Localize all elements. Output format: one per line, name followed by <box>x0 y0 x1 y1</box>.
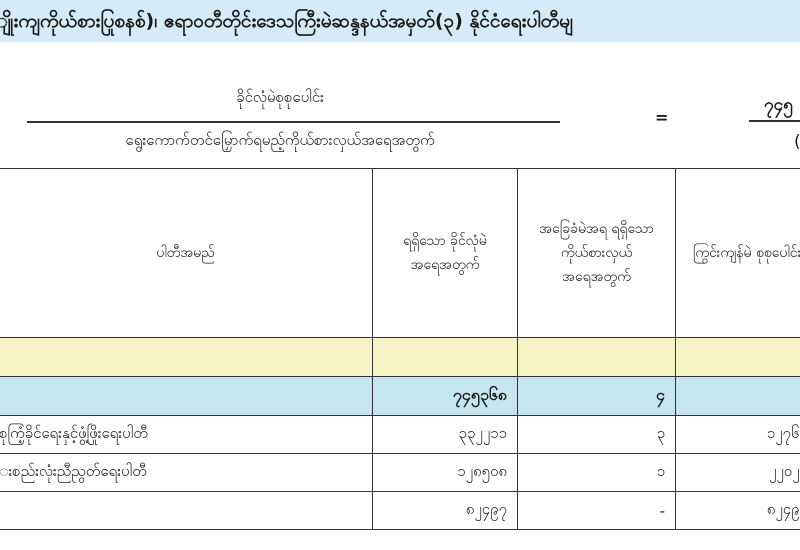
total-remaining <box>675 376 800 416</box>
blank-row <box>0 337 800 377</box>
table-row: ၈၂၄၉၇ - ၈၂၄၉၇ <box>0 491 800 530</box>
party-name: းစည်းလုံးညီညွတ်ရေးပါတီ <box>0 453 373 492</box>
header-seats: အခြေခံမဲအရ ရရှိသော ကိုယ်စားလှယ် အရေအတွက် <box>517 168 676 338</box>
remaining: ၈၂၄၉၇ <box>675 491 800 530</box>
table-row: စုကြံ့ခိုင်ရေးနှင့်ဖွံ့ဖြိုးရေးပါတီ ၃၃၂၂… <box>0 415 800 454</box>
votes: ၃၃၂၂၁၁ <box>372 415 518 454</box>
formula-denominator: ရွေးကောက်တင်မြှောက်ရမည့်ကိုယ်စားလှယ်အရေအ… <box>125 131 435 149</box>
header-remaining: ကြွင်းကျန်မဲ စုစုပေါင်း <box>675 168 800 338</box>
formula-numerator: ခိုင်လုံမဲစုစုပေါင်း <box>236 88 324 106</box>
remaining: ၁၂၇၆၈ <box>675 415 800 454</box>
seats: - <box>517 491 676 530</box>
total-votes: ၇၄၅၃၆၈ <box>372 376 518 416</box>
equals-sign: = <box>655 108 669 127</box>
votes: ၁၂၈၅၀၈ <box>372 453 518 492</box>
result-numerator: ၇၄၅ <box>764 95 793 115</box>
page-title: ျိုးကျကိုယ်စားပြုစနစ်)၊ ဧရာဝတီတိုင်းဒေသက… <box>0 10 573 32</box>
remaining: ၂၂၀၂၇ <box>675 453 800 492</box>
result-fraction-line <box>749 120 800 122</box>
votes: ၈၂၄၉၇ <box>372 491 518 530</box>
party-name <box>0 491 373 530</box>
table-row: းစည်းလုံးညီညွတ်ရေးပါတီ ၁၂၈၅၀၈ ၁ ၂၂၀၂၇ <box>0 453 800 492</box>
seats: ၁ <box>517 453 676 492</box>
results-table: ပါတီအမည် ရရှိသော ခိုင်လုံမဲ အရေအတွက် အခြ… <box>0 168 800 530</box>
page-title-banner: ျိုးကျကိုယ်စားပြုစနစ်)၊ ဧရာဝတီတိုင်းဒေသက… <box>0 0 800 42</box>
result-denominator: ( <box>794 132 800 152</box>
total-seats: ၄ <box>517 376 676 416</box>
seats: ၃ <box>517 415 676 454</box>
party-name: စုကြံ့ခိုင်ရေးနှင့်ဖွံ့ဖြိုးရေးပါတီ <box>0 415 373 454</box>
fraction-line <box>27 121 560 123</box>
header-votes: ရရှိသော ခိုင်လုံမဲ အရေအတွက် <box>372 168 518 338</box>
header-party: ပါတီအမည် <box>0 168 373 338</box>
total-row: ၇၄၅၃၆၈ ၄ <box>0 376 800 416</box>
table-header-row: ပါတီအမည် ရရှိသော ခိုင်လုံမဲ အရေအတွက် အခြ… <box>0 168 800 338</box>
